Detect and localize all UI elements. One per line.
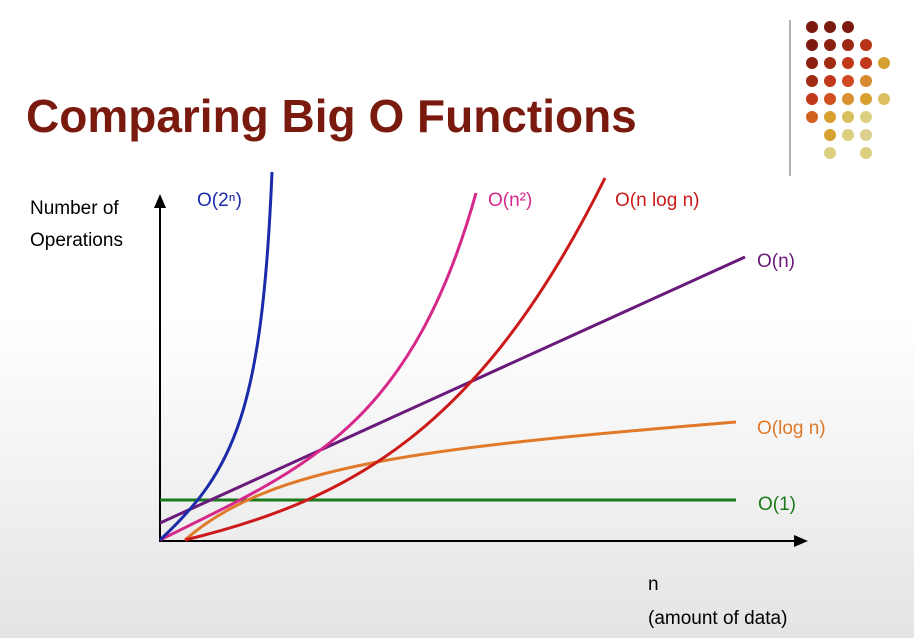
curve-label: O(1) bbox=[758, 494, 796, 515]
curve-linear bbox=[159, 255, 746, 525]
curve-exponential bbox=[158, 171, 274, 542]
x-axis-label: n bbox=[648, 574, 659, 595]
curve-label: O(log n) bbox=[757, 418, 826, 439]
curves bbox=[158, 171, 746, 542]
curve-quadratic bbox=[159, 192, 478, 542]
y-axis-label: Operations bbox=[30, 230, 123, 251]
x-axis-label: (amount of data) bbox=[648, 608, 787, 629]
curve-label: O(n) bbox=[757, 251, 795, 272]
curve-label: O(n²) bbox=[488, 190, 532, 211]
y-axis-label: Number of bbox=[30, 198, 119, 219]
curve-label: O(n log n) bbox=[615, 190, 699, 211]
curve-label: O(2ⁿ) bbox=[197, 190, 242, 211]
axes bbox=[154, 194, 808, 547]
curve-nlogn bbox=[184, 177, 607, 542]
decorative-dots bbox=[806, 21, 890, 159]
slide-title: Comparing Big O Functions bbox=[26, 90, 637, 142]
